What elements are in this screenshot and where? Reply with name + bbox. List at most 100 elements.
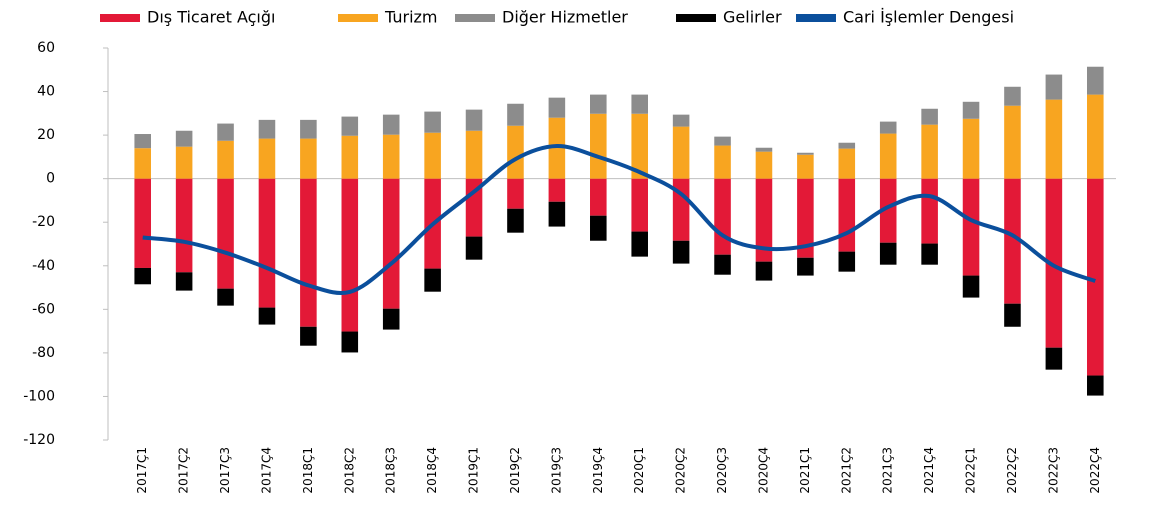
bar (300, 326, 317, 346)
bar (631, 113, 648, 179)
bar (797, 178, 814, 258)
bar (465, 130, 483, 179)
bar (921, 243, 938, 265)
bar (424, 132, 441, 179)
legend-label: Diğer Hizmetler (502, 8, 628, 27)
bar (175, 272, 193, 291)
bar (590, 178, 607, 216)
x-tick-label: 2018Ç2 (342, 447, 356, 494)
bar (548, 201, 566, 227)
bar (755, 151, 773, 179)
bar (1004, 303, 1021, 327)
bar (300, 138, 317, 179)
bar (1045, 74, 1063, 100)
x-tick-label: 2019Ç2 (508, 447, 522, 494)
bar (879, 242, 897, 265)
x-tick-label: 2020Ç4 (756, 447, 770, 494)
bar (258, 307, 276, 325)
x-tick-label: 2017Ç3 (218, 447, 232, 494)
legend-swatch (796, 14, 836, 22)
bar (631, 178, 648, 232)
bar (507, 178, 524, 209)
x-tick-label: 2017Ç2 (177, 447, 191, 494)
legend-item: Turizm (338, 8, 438, 27)
bar (507, 208, 524, 233)
bar (1045, 99, 1063, 179)
bar (838, 178, 856, 252)
bar (134, 267, 151, 285)
bar (590, 215, 607, 241)
bar (631, 231, 648, 257)
bar (714, 145, 731, 179)
bar (382, 134, 400, 179)
x-tick-label: 2020Ç1 (632, 447, 646, 494)
bar (590, 113, 607, 179)
bar (175, 130, 193, 147)
bar (797, 152, 814, 155)
y-tick-label: -20 (32, 214, 55, 230)
legend-item: Dış Ticaret Açığı (100, 8, 275, 27)
bar (424, 111, 441, 133)
bar (672, 126, 690, 179)
bar (921, 124, 938, 179)
bar (175, 146, 193, 179)
bar (548, 97, 566, 118)
bar (300, 178, 317, 327)
bar (631, 94, 648, 114)
x-tick-label: 2017Ç1 (135, 447, 149, 494)
bar (838, 251, 856, 272)
legend-label: Gelirler (723, 8, 782, 27)
y-tick-label: -100 (23, 388, 55, 404)
bar (548, 117, 566, 179)
bar (217, 178, 234, 289)
bar (217, 140, 234, 179)
legend-item: Gelirler (676, 8, 782, 27)
legend-label: Turizm (384, 8, 438, 27)
bar (962, 101, 980, 119)
bar (258, 119, 276, 139)
bar (879, 133, 897, 179)
bar (879, 178, 897, 243)
bar (838, 148, 856, 179)
legend-swatch (100, 14, 140, 22)
bar (341, 178, 359, 332)
legend-swatch (338, 14, 378, 22)
y-tick-label: -60 (32, 301, 55, 317)
x-tick-label: 2021Ç2 (839, 447, 853, 494)
y-tick-label: -40 (32, 258, 55, 274)
y-tick-label: -120 (23, 432, 55, 448)
x-tick-label: 2018Ç3 (384, 447, 398, 494)
bar (590, 94, 607, 114)
legend-label: Dış Ticaret Açığı (147, 8, 275, 27)
x-tick-label: 2018Ç1 (301, 447, 315, 494)
bar (465, 109, 483, 131)
bar (838, 142, 856, 149)
legend-swatch (676, 14, 716, 22)
bar (755, 147, 773, 152)
bar (258, 138, 276, 179)
bar (382, 178, 400, 309)
y-tick-label: 0 (46, 171, 55, 187)
bar (1004, 86, 1021, 106)
x-tick-label: 2020Ç2 (674, 447, 688, 494)
y-tick-label: 60 (37, 40, 55, 56)
bar (507, 103, 524, 126)
bar (300, 119, 317, 139)
bar (672, 114, 690, 127)
x-tick-label: 2022Ç1 (964, 447, 978, 494)
x-tick-label: 2020Ç3 (715, 447, 729, 494)
bar (507, 125, 524, 179)
bar (962, 275, 980, 298)
bar (1004, 178, 1021, 304)
x-tick-label: 2018Ç4 (425, 447, 439, 494)
x-tick-label: 2022Ç2 (1005, 447, 1019, 494)
line (142, 143, 1096, 295)
bar (1004, 105, 1021, 179)
bar (258, 178, 276, 308)
bar (1045, 347, 1063, 370)
bar (672, 240, 690, 264)
bar (1087, 94, 1104, 179)
x-tick-label: 2022Ç4 (1088, 447, 1102, 494)
x-tick-label: 2022Ç3 (1046, 447, 1060, 494)
